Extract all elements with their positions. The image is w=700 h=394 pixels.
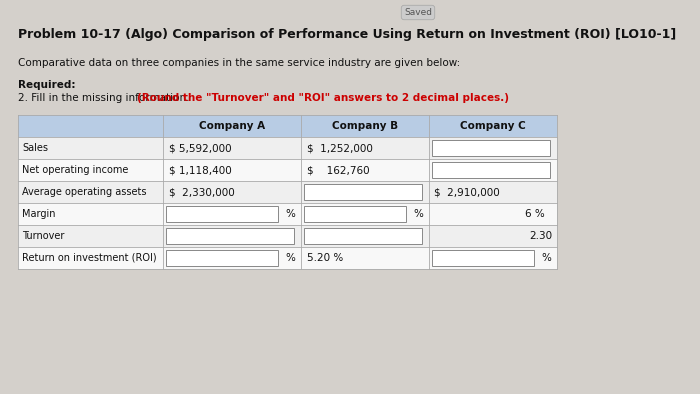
Bar [18, 137, 557, 159]
Text: 2.30: 2.30 [529, 231, 552, 241]
Text: Average operating assets: Average operating assets [22, 187, 146, 197]
Text: %: % [285, 209, 295, 219]
Text: Comparative data on three companies in the same service industry are given below: Comparative data on three companies in t… [18, 58, 461, 68]
Text: $ 5,592,000: $ 5,592,000 [169, 143, 232, 153]
Text: Return on investment (ROI): Return on investment (ROI) [22, 253, 157, 263]
Bar [304, 206, 406, 222]
Text: $  1,252,000: $ 1,252,000 [307, 143, 373, 153]
Text: Problem 10-17 (Algo) Comparison of Performance Using Return on Investment (ROI) : Problem 10-17 (Algo) Comparison of Perfo… [18, 28, 676, 41]
Bar [432, 250, 534, 266]
Bar [18, 247, 557, 269]
Text: Saved: Saved [404, 8, 432, 17]
Text: $    162,760: $ 162,760 [307, 165, 370, 175]
Text: %: % [285, 253, 295, 263]
Text: Net operating income: Net operating income [22, 165, 128, 175]
Bar [166, 228, 294, 244]
Text: %: % [413, 209, 423, 219]
Bar [166, 206, 278, 222]
Bar [432, 140, 550, 156]
Bar [18, 159, 557, 181]
Text: Turnover: Turnover [22, 231, 64, 241]
Text: 2. Fill in the missing information.: 2. Fill in the missing information. [18, 93, 192, 103]
Bar [18, 181, 557, 203]
Text: Company C: Company C [460, 121, 526, 131]
Bar [18, 203, 557, 225]
Text: $  2,910,000: $ 2,910,000 [434, 187, 500, 197]
Bar [432, 162, 550, 178]
Text: Company B: Company B [332, 121, 398, 131]
Text: Company A: Company A [199, 121, 265, 131]
Text: Margin: Margin [22, 209, 55, 219]
Text: $ 1,118,400: $ 1,118,400 [169, 165, 232, 175]
Text: Required:: Required: [18, 80, 76, 90]
Text: (Round the "Turnover" and "ROI" answers to 2 decimal places.): (Round the "Turnover" and "ROI" answers … [136, 93, 509, 103]
Text: 6 %: 6 % [525, 209, 545, 219]
Text: Sales: Sales [22, 143, 48, 153]
Bar [166, 250, 278, 266]
Bar [18, 115, 557, 137]
Text: %: % [541, 253, 551, 263]
Bar [304, 228, 422, 244]
Bar [304, 184, 422, 200]
Text: 5.20 %: 5.20 % [307, 253, 343, 263]
Bar [18, 225, 557, 247]
Text: $  2,330,000: $ 2,330,000 [169, 187, 234, 197]
